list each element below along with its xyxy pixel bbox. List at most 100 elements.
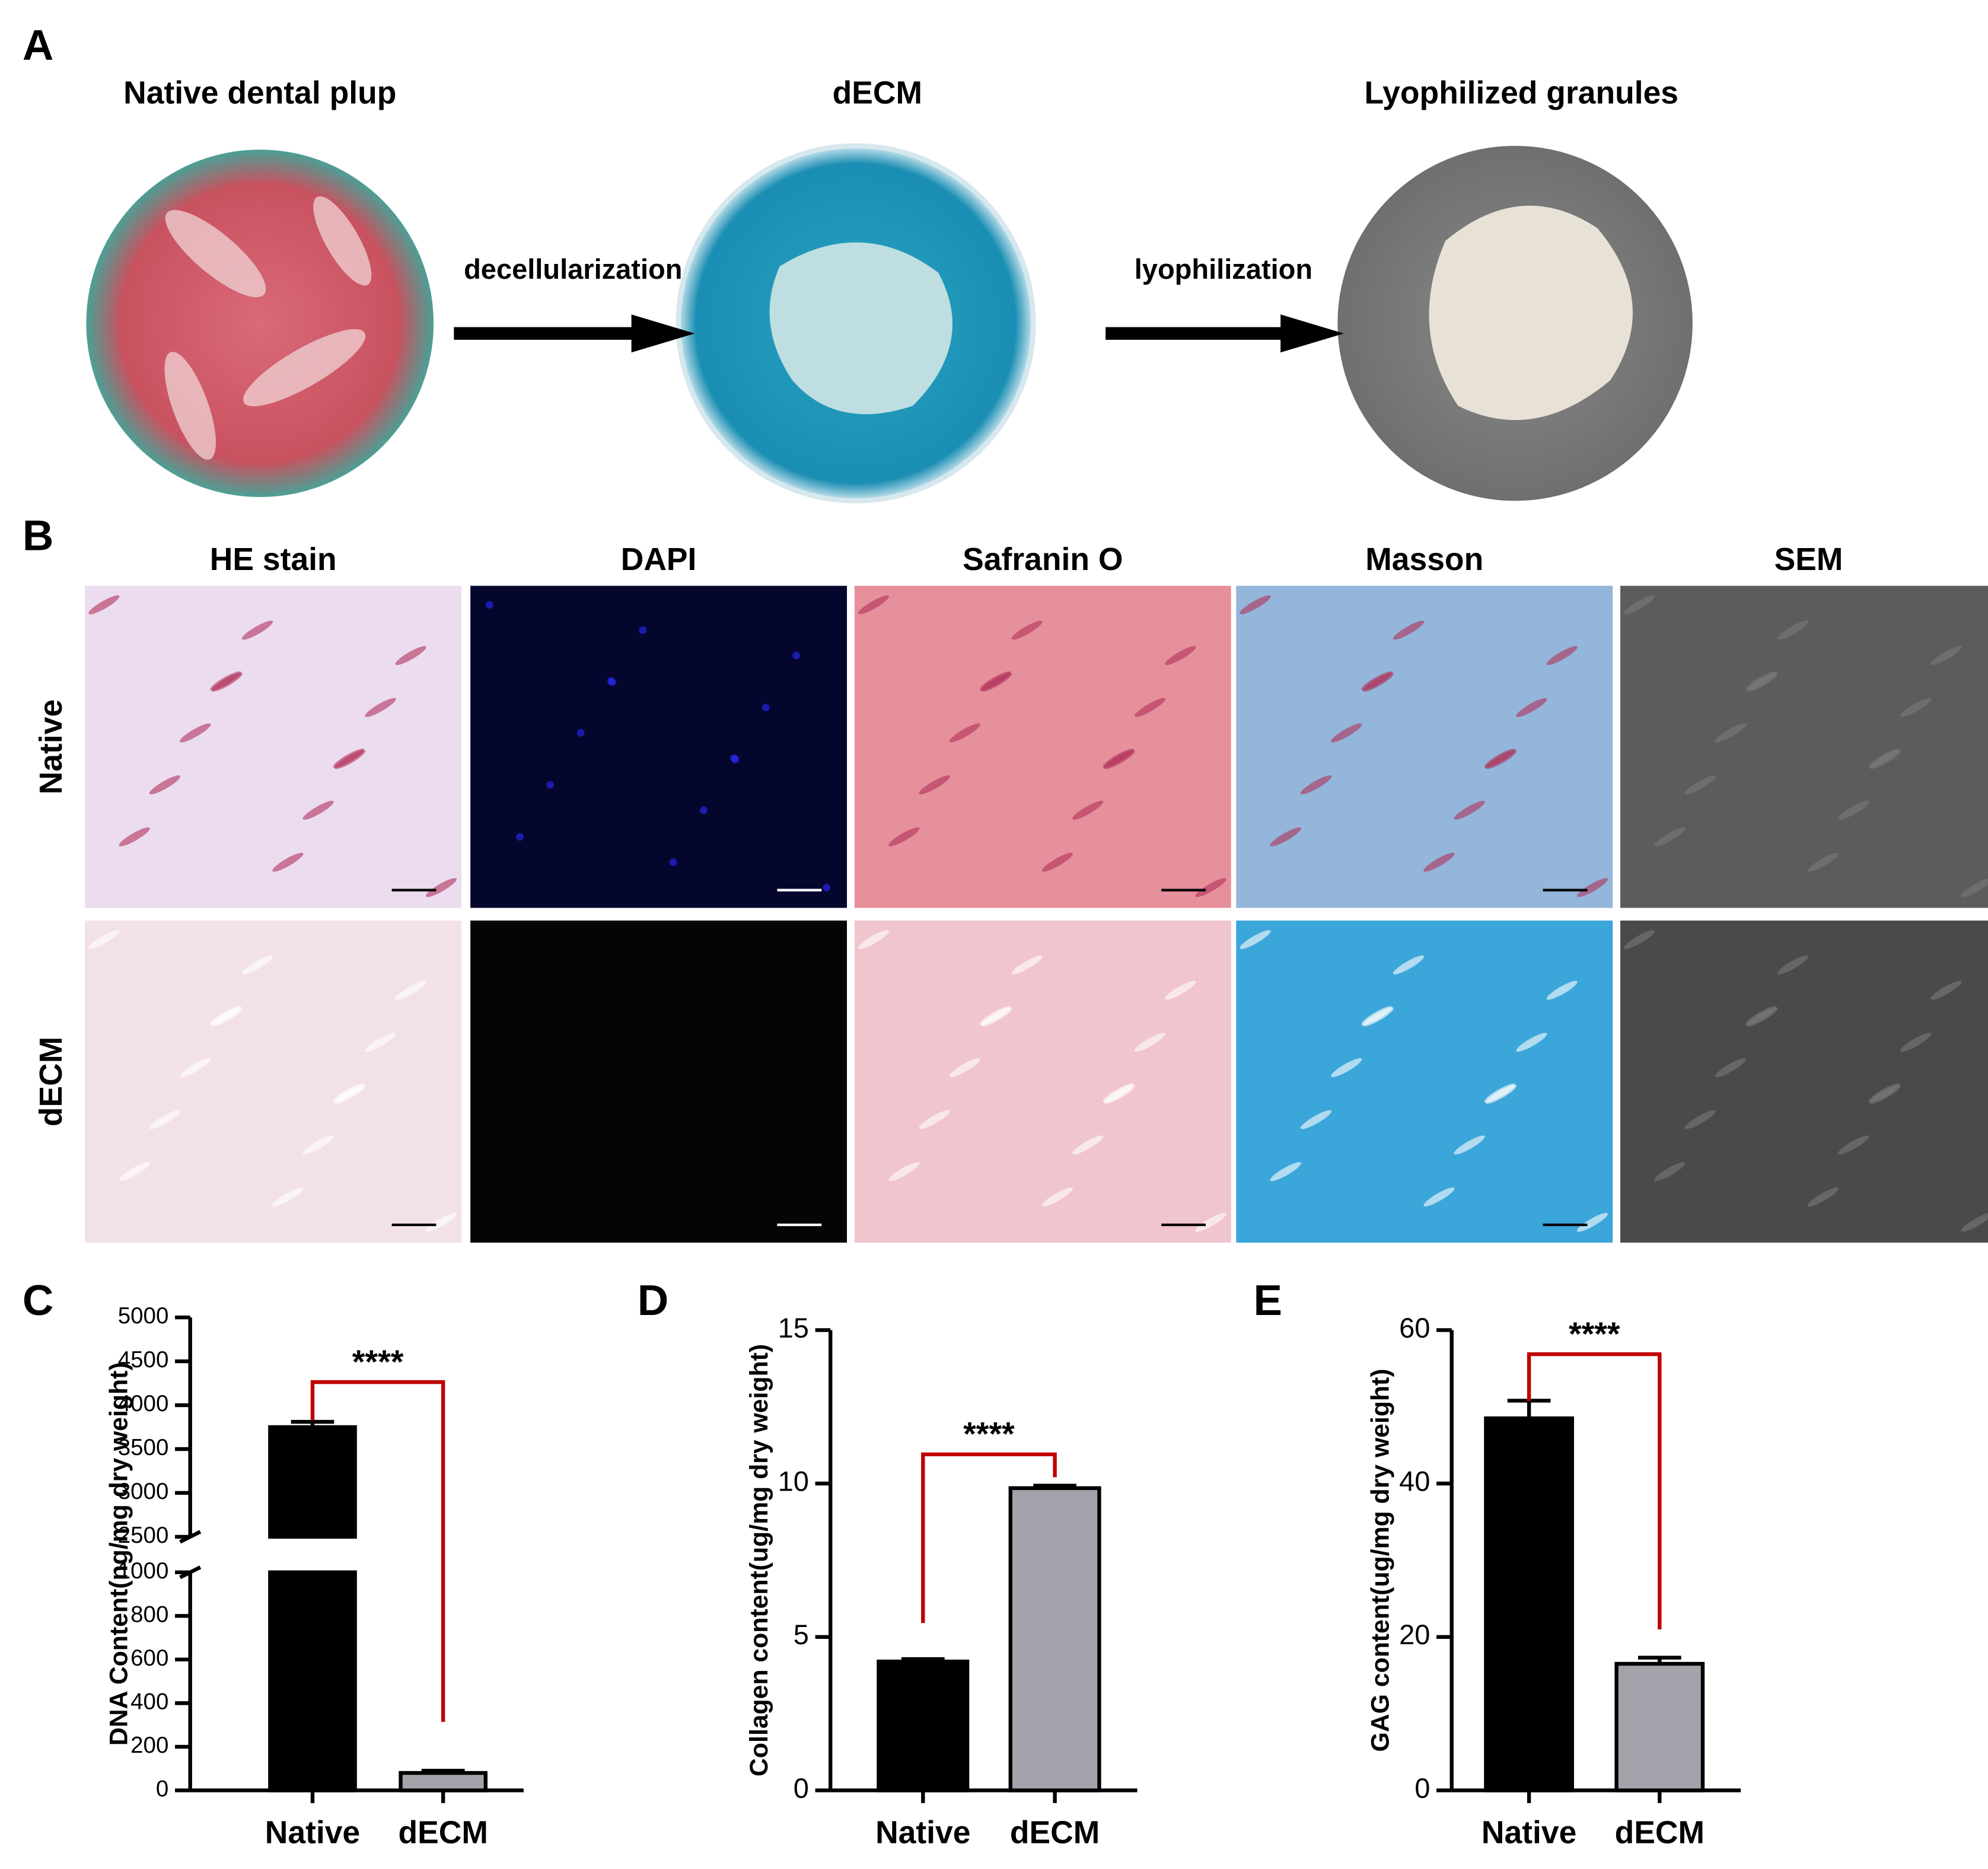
x-tick-label: dECM (398, 1815, 488, 1850)
granules (1429, 205, 1633, 421)
texture (365, 698, 396, 717)
y-tick-label: 600 (130, 1645, 168, 1671)
micrograph (854, 920, 1231, 1243)
texture (149, 1110, 181, 1129)
texture (1300, 1110, 1332, 1129)
texture (1715, 723, 1747, 743)
micrograph (85, 920, 462, 1243)
micrograph (85, 585, 462, 908)
texture (88, 595, 120, 614)
texture (119, 827, 150, 846)
texture (149, 775, 181, 795)
texture (395, 980, 426, 1000)
texture (241, 955, 273, 975)
texture (858, 595, 890, 614)
y-tick-label: 5000 (118, 1303, 169, 1329)
texture (1745, 671, 1777, 690)
texture (333, 1083, 365, 1103)
texture (949, 1058, 980, 1077)
texture (919, 1110, 950, 1129)
texture (1134, 1033, 1166, 1052)
texture (1838, 1135, 1869, 1155)
y-tick-label: 800 (130, 1601, 168, 1627)
micrograph (470, 920, 848, 1243)
column-header: DAPI (621, 542, 697, 577)
texture (1777, 620, 1808, 640)
texture (1165, 646, 1196, 666)
micrograph (1236, 920, 1613, 1243)
texture (1684, 775, 1716, 795)
texture (272, 852, 304, 872)
texture (888, 827, 920, 846)
step-title: Lyophilized granules (1365, 75, 1679, 110)
significance-bracket (310, 1380, 445, 1722)
texture (365, 1033, 396, 1052)
texture (1041, 852, 1073, 872)
texture (730, 754, 738, 762)
error-bar (421, 1769, 465, 1774)
texture (639, 626, 647, 634)
texture (1715, 1058, 1747, 1077)
micrograph-grid (85, 585, 1988, 1243)
column-header: Masson (1365, 542, 1483, 577)
y-tick-label: 20 (1399, 1619, 1430, 1650)
y-tick-label: 400 (130, 1689, 168, 1715)
bar (877, 1659, 970, 1792)
micrograph (1236, 585, 1613, 908)
y-axis-label: Collagen content(ug/mg dry weight) (745, 1344, 773, 1776)
texture (1930, 646, 1962, 666)
panel-label: E (1254, 1276, 1282, 1324)
arrow-label: lyophilization (1135, 253, 1312, 285)
error-bar (901, 1657, 945, 1662)
texture (607, 677, 615, 685)
texture (888, 1162, 920, 1182)
texture (792, 651, 800, 660)
texture (1961, 878, 1988, 897)
tissue-pieces (164, 196, 372, 460)
texture (1423, 852, 1455, 872)
texture (1623, 930, 1655, 950)
texture (1361, 1006, 1393, 1026)
texture (700, 806, 708, 814)
texture (333, 749, 365, 768)
texture (1393, 955, 1425, 975)
texture (1134, 698, 1166, 717)
texture (1961, 1212, 1988, 1232)
texture (1900, 698, 1932, 717)
texture (919, 775, 950, 795)
texture (395, 646, 426, 666)
texture (425, 1212, 457, 1232)
micrograph (854, 585, 1231, 908)
y-tick-label: 40 (1399, 1466, 1430, 1497)
texture (949, 723, 980, 743)
error-bar (1507, 1399, 1551, 1419)
error-bar (291, 1419, 334, 1428)
texture (1484, 1083, 1516, 1103)
y-tick-label: 0 (794, 1772, 809, 1804)
texture (119, 1162, 150, 1182)
micrograph (470, 585, 848, 908)
error-bar (1033, 1483, 1076, 1488)
significance-bracket (1527, 1352, 1662, 1629)
texture (1270, 827, 1301, 846)
arrow-label: decellularization (464, 253, 682, 285)
bar (1484, 1416, 1575, 1792)
texture (425, 878, 457, 897)
texture (1270, 1162, 1301, 1182)
bar (268, 1570, 357, 1792)
y-tick-label: 2500 (118, 1523, 169, 1548)
texture (669, 858, 677, 867)
y-axis-label: GAG content(ug/mg dry weight) (1366, 1368, 1394, 1752)
texture (1454, 801, 1485, 820)
bar (268, 1425, 357, 1539)
texture (1165, 980, 1196, 1000)
decm-tissue (769, 242, 952, 415)
panel-label: D (638, 1276, 668, 1324)
texture (1331, 1058, 1362, 1077)
texture (1240, 930, 1271, 950)
texture (1900, 1033, 1932, 1052)
micrograph (1620, 585, 1988, 908)
texture (241, 620, 273, 640)
y-tick-label: 0 (1414, 1772, 1430, 1804)
